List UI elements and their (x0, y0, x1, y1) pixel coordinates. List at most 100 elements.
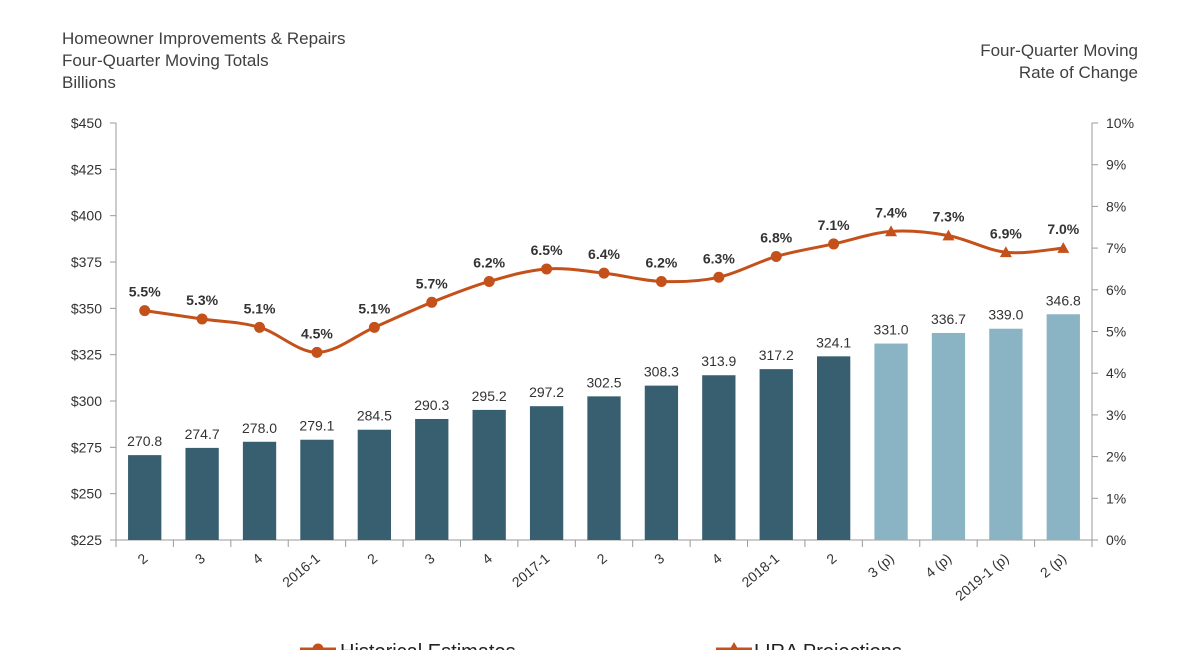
right-tick-label: 6% (1106, 282, 1126, 298)
rate-marker-circle (655, 275, 667, 287)
bar-value-label: 308.3 (644, 364, 679, 380)
right-tick-label: 5% (1106, 324, 1126, 340)
bar (874, 343, 908, 540)
right-tick-label: 0% (1106, 532, 1126, 548)
rate-marker-triangle (942, 229, 955, 241)
x-tick-label: 3 (p) (865, 550, 897, 581)
bar (185, 447, 219, 540)
bar-value-label: 295.2 (472, 388, 507, 404)
x-tick-label: 2 (134, 550, 150, 567)
rate-value-label: 7.4% (875, 204, 907, 220)
rate-marker-triangle (885, 225, 898, 237)
right-tick-label: 9% (1106, 157, 1126, 173)
left-tick-label: $350 (71, 300, 102, 316)
bar-value-label: 346.8 (1046, 292, 1081, 308)
bar-value-label: 274.7 (185, 426, 220, 442)
x-tick-label: 2016-1 (279, 550, 323, 590)
rate-value-label: 5.1% (358, 300, 390, 316)
rate-value-label: 6.4% (588, 246, 620, 262)
bar-value-label: 336.7 (931, 311, 966, 327)
rate-value-label: 6.9% (990, 225, 1022, 241)
legend-label-historical: Historical Estimates (340, 641, 516, 650)
left-tick-label: $450 (71, 115, 102, 131)
bar (759, 369, 793, 540)
bars (128, 314, 1080, 540)
rate-value-label: 6.8% (760, 229, 792, 245)
rate-marker-triangle (999, 246, 1012, 258)
left-tick-label: $325 (71, 347, 102, 363)
bar-value-label: 324.1 (816, 334, 851, 350)
bar (242, 441, 277, 540)
bar (1046, 314, 1080, 540)
x-tick-label: 2 (364, 550, 380, 567)
left-axis-title: Homeowner Improvements & Repairs Four-Qu… (62, 28, 345, 94)
rate-value-label: 6.2% (473, 254, 505, 270)
bar (644, 385, 679, 540)
x-tick-label: 4 (249, 550, 265, 567)
rate-marker-circle (368, 321, 380, 333)
rate-value-label: 7.0% (1047, 221, 1079, 237)
bar-value-label: 339.0 (988, 307, 1023, 323)
x-tick-label: 2019-1 (p) (952, 550, 1012, 604)
right-tick-label: 8% (1106, 198, 1126, 214)
rate-marker-circle (311, 346, 323, 358)
left-title-line-2: Four-Quarter Moving Totals (62, 51, 269, 70)
left-tick-label: $225 (71, 532, 102, 548)
left-tick-label: $300 (71, 393, 102, 409)
bar-value-label: 279.1 (299, 418, 334, 434)
rate-value-label: 5.7% (416, 275, 448, 291)
bar-value-label: 290.3 (414, 397, 449, 413)
x-tick-label: 3 (192, 550, 208, 567)
left-tick-label: $250 (71, 486, 102, 502)
left-tick-label: $375 (71, 254, 102, 270)
bar (415, 418, 449, 540)
bar-value-label: 278.0 (242, 420, 277, 436)
bar-labels: 270.8 274.7 278.0 279.1 284.5 290.3 295.2 297.2… (127, 292, 1081, 449)
rate-marker-circle (254, 321, 266, 333)
bar-value-label: 302.5 (586, 374, 621, 390)
x-tick-label: 3 (651, 550, 667, 567)
bar (989, 328, 1023, 540)
right-tick-label: 3% (1106, 407, 1126, 423)
x-tick-label: 4 (708, 550, 724, 567)
bar-value-label: 313.9 (701, 353, 736, 369)
bar (931, 332, 966, 540)
right-tick-label: 2% (1106, 449, 1126, 465)
x-tick-label: 2017-1 (509, 550, 553, 590)
right-tick-label: 1% (1106, 490, 1126, 506)
x-tick-label: 2 (p) (1037, 550, 1069, 581)
legend-marker-historical (312, 643, 324, 650)
right-tick-label: 10% (1106, 115, 1134, 131)
rate-line-series (139, 225, 1070, 358)
rate-value-label: 5.3% (186, 292, 218, 308)
rate-value-label: 7.1% (818, 217, 850, 233)
x-tick-labels: 2 3 4 2016-1 2 3 4 2017-1 2 3 4 2018-1 2 3 (p) 4 (p)20… (134, 550, 1069, 604)
bar-value-label: 297.2 (529, 384, 564, 400)
legend-label-projections: LIRA Projections (754, 641, 902, 650)
bar (529, 406, 564, 540)
rate-marker-triangle (1057, 242, 1070, 253)
right-title-line-1: Four-Quarter Moving (980, 41, 1138, 60)
rate-value-label: 7.3% (933, 209, 965, 225)
left-tick-label: $400 (71, 208, 102, 224)
x-tick-label: 4 (p) (922, 550, 954, 581)
x-tick-label: 2018-1 (738, 550, 782, 590)
rate-marker-circle (483, 275, 495, 287)
bar-value-label: 284.5 (357, 408, 392, 424)
bar (357, 429, 392, 540)
axes: $225 $250 $275 $300 $325 $350 $375 $400 $425 $450… (71, 115, 1134, 548)
rate-value-label: 5.5% (129, 284, 161, 300)
x-tick-label: 4 (479, 550, 495, 567)
rate-marker-circle (541, 263, 553, 275)
rate-value-label: 6.2% (645, 254, 677, 270)
x-tick-label: 2 (594, 550, 610, 567)
legend: Historical Estimates LIRA Projections (300, 641, 902, 650)
rate-labels: 5.5% 5.3% 5.1% 4.5% 5.1% 5.7% 6.2% 6.5% 6.4% 6.2%… (129, 204, 1080, 341)
right-tick-label: 4% (1106, 365, 1126, 381)
rate-marker-circle (598, 267, 610, 279)
bar (472, 409, 506, 540)
rate-value-label: 5.1% (244, 300, 276, 316)
rate-value-label: 4.5% (301, 325, 333, 341)
bar-value-label: 270.8 (127, 433, 162, 449)
